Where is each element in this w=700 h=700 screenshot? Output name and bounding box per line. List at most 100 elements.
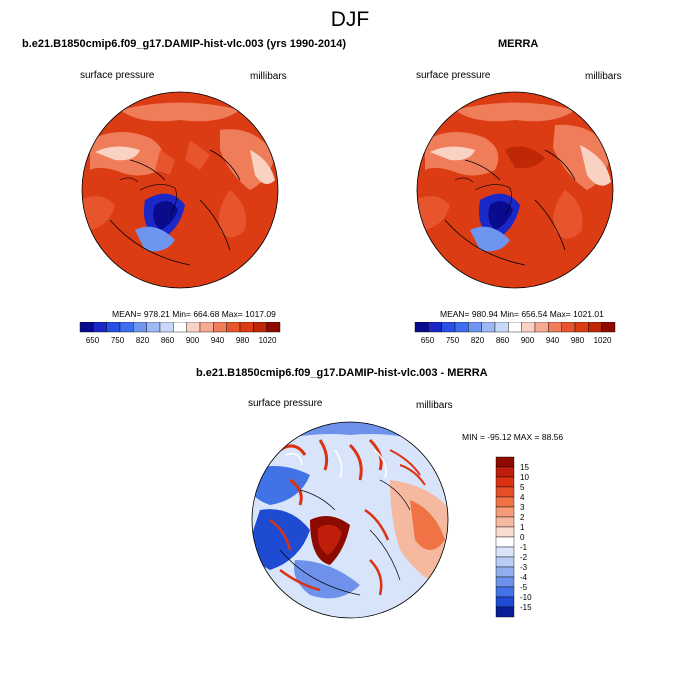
panel-1-colorbar-swatch: [226, 322, 241, 333]
panel-2-colorbar-swatch: [588, 322, 602, 333]
panel-3-colorbar-tick-label: 15: [520, 463, 529, 472]
panel-2-colorbar-swatch: [534, 322, 549, 333]
panel-1-colorbar-tick-label: 750: [111, 336, 125, 345]
panel-1-title: b.e21.B1850cmip6.f09_g17.DAMIP-hist-vlc.…: [22, 38, 347, 50]
panel-2-min-value: 656.54: [521, 309, 548, 319]
panel-2-min-label: Min=: [500, 309, 519, 319]
panel-1-max-label: Max=: [221, 309, 243, 319]
panel-1-colorbar: 650 750 820 860 900 940 980 1020: [79, 322, 281, 345]
panel-2-colorbar-swatch: [494, 322, 509, 333]
panel-1-colorbar-swatch: [133, 322, 147, 333]
panel-3-units-label: millibars: [416, 400, 453, 411]
panel-2-colorbar-swatch: [468, 322, 482, 333]
panel-2-colorbar-tick-label: 980: [571, 336, 585, 345]
panel-3-colorbar-swatch: [495, 556, 515, 568]
panel-1-min-label: Min=: [172, 309, 191, 319]
panel-3-colorbar-tick-label: 4: [520, 493, 525, 502]
panel-1-polar-map: [81, 91, 279, 289]
panel-3-colorbar-swatch: [495, 596, 515, 608]
panel-1-colorbar-tick-label: 1020: [259, 336, 277, 345]
page-title: DJF: [330, 8, 370, 31]
panel-3-colorbar-tick-label: -3: [520, 563, 528, 572]
panel-1-min-value: 664.68: [193, 309, 220, 319]
panel-3-colorbar-tick-label: 10: [520, 473, 529, 482]
panel-3-colorbar-swatch: [495, 536, 515, 548]
panel-2-polar-map: [416, 91, 614, 289]
panel-2-colorbar-tick-label: 900: [521, 336, 535, 345]
panel-1-max-value: 1017.09: [245, 309, 276, 319]
panel-1-colorbar-swatch: [119, 322, 134, 333]
panel-3-variable-label: surface pressure: [248, 398, 323, 409]
panel-3-colorbar-tick-label: 1: [520, 523, 525, 532]
panel-1-colorbar-swatch: [146, 322, 161, 333]
panel-1-colorbar-swatch: [213, 322, 227, 333]
panel-3-colorbar-swatch: [495, 566, 515, 578]
panel-1-stats: MEAN= 978.21 Min= 664.68 Max= 1017.09: [112, 309, 276, 319]
panel-3-colorbar-swatch: [495, 546, 515, 558]
panel-2-colorbar-swatch: [521, 322, 536, 333]
panel-3-colorbar-tick-label: 0: [520, 533, 525, 542]
panel-3-colorbar-tick-label: -15: [520, 603, 532, 612]
panel-1-units-label: millibars: [250, 71, 287, 82]
panel-1-colorbar-tick-label: 900: [186, 336, 200, 345]
panel-1-colorbar-swatch: [199, 322, 214, 333]
panel-3-title: b.e21.B1850cmip6.f09_g17.DAMIP-hist-vlc.…: [196, 367, 488, 379]
panel-2-colorbar-tick-label: 650: [421, 336, 435, 345]
panel-2-colorbar-swatch: [601, 322, 616, 333]
panel-3-colorbar-tick-label: 2: [520, 513, 525, 522]
panel-3-colorbar-swatch: [495, 456, 515, 468]
panel-1-colorbar-tick-label: 860: [161, 336, 175, 345]
panel-2-mean-label: MEAN=: [440, 309, 470, 319]
panel-3-colorbar-swatch: [495, 516, 515, 528]
panel-2-max-value: 1021.01: [573, 309, 604, 319]
panel-3-colorbar-swatch: [495, 506, 515, 518]
panel-1-colorbar-swatch: [173, 322, 187, 333]
panel-2-colorbar-swatch: [428, 322, 442, 333]
panel-3-stats: MIN = -95.12 MAX = 88.56: [462, 432, 564, 442]
panel-1-colorbar-swatch: [106, 322, 121, 333]
panel-1-colorbar-tick-label: 980: [236, 336, 250, 345]
panel-3-polar-map: [251, 421, 449, 619]
panel-3-colorbar-swatch: [495, 526, 515, 538]
panel-3-colorbar-swatch: [495, 486, 515, 498]
panel-2-colorbar-tick-label: 860: [496, 336, 510, 345]
panel-3-colorbar-tick-label: -5: [520, 583, 528, 592]
panel-1-colorbar-swatch: [266, 322, 281, 333]
panel-2-colorbar-swatch: [574, 322, 589, 333]
panel-2-max-label: Max=: [549, 309, 571, 319]
panel-3-colorbar-swatch: [495, 576, 515, 588]
panel-1-colorbar-tick-label: 940: [211, 336, 225, 345]
panel-2-colorbar-swatch: [548, 322, 562, 333]
panel-1-colorbar-swatch: [186, 322, 201, 333]
panel-3-colorbar-swatch: [495, 496, 515, 508]
panel-1-mean-value: 978.21: [143, 309, 170, 319]
panel-3-colorbar-tick-label: -10: [520, 593, 532, 602]
panel-1-colorbar-swatch: [79, 322, 94, 333]
panel-1-colorbar-swatch: [93, 322, 107, 333]
panel-1-colorbar-tick-label: 650: [86, 336, 100, 345]
panel-2-colorbar: 650 750 820 860 900 940 980 1020: [414, 322, 616, 345]
panel-2-variable-label: surface pressure: [416, 70, 491, 81]
panel-2-colorbar-swatch: [414, 322, 429, 333]
panel-1-colorbar-tick-label: 820: [136, 336, 150, 345]
panel-3-colorbar-swatch: [495, 476, 515, 488]
panel-2-title: MERRA: [498, 38, 539, 50]
panel-3-colorbar-tick-label: 5: [520, 483, 525, 492]
panel-2-colorbar-tick-label: 940: [546, 336, 560, 345]
panel-2-colorbar-swatch: [561, 322, 576, 333]
panel-3-colorbar-swatch: [495, 586, 515, 598]
panel-2-colorbar-swatch: [441, 322, 456, 333]
panel-3-colorbar-tick-label: -4: [520, 573, 528, 582]
panel-2-colorbar-tick-label: 820: [471, 336, 485, 345]
panel-1-mean-label: MEAN=: [112, 309, 142, 319]
panel-2-colorbar-swatch: [481, 322, 496, 333]
panel-3-colorbar-swatch: [495, 606, 515, 618]
panel-1-colorbar-swatch: [253, 322, 267, 333]
panel-3-colorbar-tick-label: -1: [520, 543, 528, 552]
panel-2-colorbar-tick-label: 1020: [594, 336, 612, 345]
panel-1-colorbar-swatch: [159, 322, 174, 333]
panel-2-mean-value: 980.94: [471, 309, 498, 319]
panel-1-colorbar-swatch: [239, 322, 254, 333]
panel-2-stats: MEAN= 980.94 Min= 656.54 Max= 1021.01: [440, 309, 604, 319]
